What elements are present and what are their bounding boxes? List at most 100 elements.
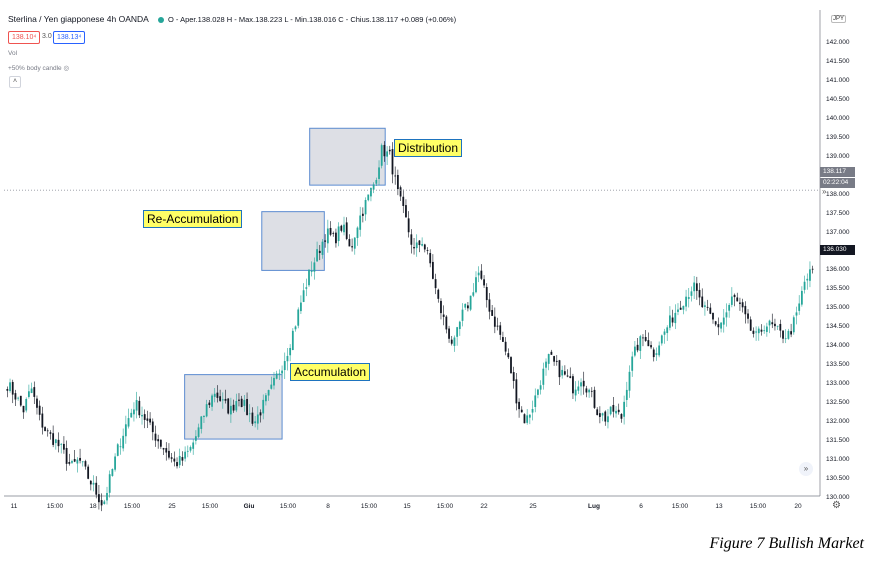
indicator-vol-label[interactable]: Vol (8, 50, 18, 57)
scroll-to-realtime-button[interactable]: » (799, 462, 813, 476)
candle (682, 305, 685, 315)
candle (714, 320, 717, 327)
candle-body (475, 277, 477, 293)
candle-body (394, 175, 397, 177)
candle-body (483, 279, 485, 286)
candle-body (27, 391, 30, 397)
candle-body (178, 455, 181, 466)
x-tick-label: 15:00 (201, 503, 219, 510)
candle (60, 442, 63, 454)
candle-body (254, 421, 257, 424)
candle (211, 393, 213, 411)
candle (273, 372, 275, 390)
candle-body (192, 442, 195, 449)
candle-body (11, 381, 14, 395)
candle-body (612, 404, 615, 412)
candle-body (790, 331, 793, 335)
candle-body (776, 325, 779, 327)
candle-body (747, 313, 749, 319)
candle (100, 493, 103, 512)
candle (367, 194, 370, 202)
candle-body (545, 361, 547, 368)
double-arrow-icon[interactable]: » (822, 187, 827, 196)
candle-body (216, 392, 219, 398)
candle (450, 335, 453, 346)
candle (469, 295, 472, 312)
candle-body (310, 270, 313, 272)
candle (728, 303, 731, 318)
candle-body (313, 262, 316, 272)
candle (308, 269, 310, 287)
candle-body (79, 457, 81, 461)
candle (563, 365, 566, 376)
candle-body (329, 227, 332, 235)
candle (326, 219, 329, 253)
chart-area[interactable] (0, 0, 882, 520)
candle (200, 415, 203, 434)
settings-gear-icon[interactable]: ⚙ (832, 500, 841, 511)
candle-body (49, 432, 52, 434)
candle (569, 367, 572, 379)
candle-body (765, 326, 768, 332)
candle-body (337, 226, 340, 242)
candle (116, 443, 119, 457)
candle (633, 341, 636, 358)
candle-body (458, 321, 461, 330)
collapse-indicators-button[interactable]: ˄ (9, 76, 21, 88)
candle-body (811, 268, 814, 270)
candle-body (752, 330, 755, 334)
candle-body (493, 316, 496, 327)
candle-body (348, 239, 351, 247)
candle-body (197, 427, 200, 437)
candle (677, 303, 679, 316)
candle (730, 287, 733, 308)
candle-body (345, 222, 348, 239)
candle-body (383, 144, 386, 157)
candle-body (709, 307, 712, 314)
candle-body (391, 149, 394, 175)
candle (291, 328, 294, 351)
candle (800, 286, 803, 307)
sell-price-button[interactable]: 138.10⁴ (8, 31, 41, 44)
price-chart[interactable] (0, 0, 882, 520)
candle-body (281, 370, 283, 374)
candle-body (650, 345, 652, 348)
candle (674, 304, 677, 330)
indicator-body-candle-label[interactable]: +50% body candle ◎ (8, 64, 69, 72)
candle-body (741, 302, 744, 308)
candle (407, 211, 410, 238)
candle (413, 237, 415, 255)
candle-body (135, 400, 138, 411)
zone-box-re-accumulation[interactable] (261, 211, 325, 271)
candle (157, 434, 160, 449)
candle-body (98, 494, 100, 503)
candle (795, 306, 798, 325)
y-tick-label: 139.000 (826, 152, 850, 160)
candle-body (604, 411, 607, 422)
candle (289, 344, 292, 362)
candle (335, 228, 337, 248)
candle (119, 438, 122, 455)
x-tick-label: 6 (639, 503, 643, 510)
symbol-title[interactable]: Sterlina / Yen giapponese 4h OANDA (8, 14, 149, 24)
candle (445, 315, 448, 334)
candle-body (523, 414, 526, 424)
candle-body (127, 418, 130, 427)
candle-body (380, 145, 383, 166)
candle-body (130, 412, 133, 418)
candle (518, 398, 520, 418)
candle (475, 271, 477, 294)
zone-box-distribution[interactable] (309, 127, 386, 186)
candle (127, 408, 130, 429)
candle-body (246, 399, 248, 416)
candle-body (321, 241, 324, 255)
visibility-icon[interactable]: ◎ (63, 65, 70, 72)
currency-label[interactable]: JPY (831, 15, 847, 23)
candle-body (224, 398, 227, 401)
candle (620, 413, 623, 423)
candle-body (184, 451, 187, 459)
buy-price-button[interactable]: 138.13⁴ (53, 31, 86, 44)
candle (488, 292, 491, 320)
candle-body (46, 430, 49, 432)
candle (693, 276, 696, 300)
